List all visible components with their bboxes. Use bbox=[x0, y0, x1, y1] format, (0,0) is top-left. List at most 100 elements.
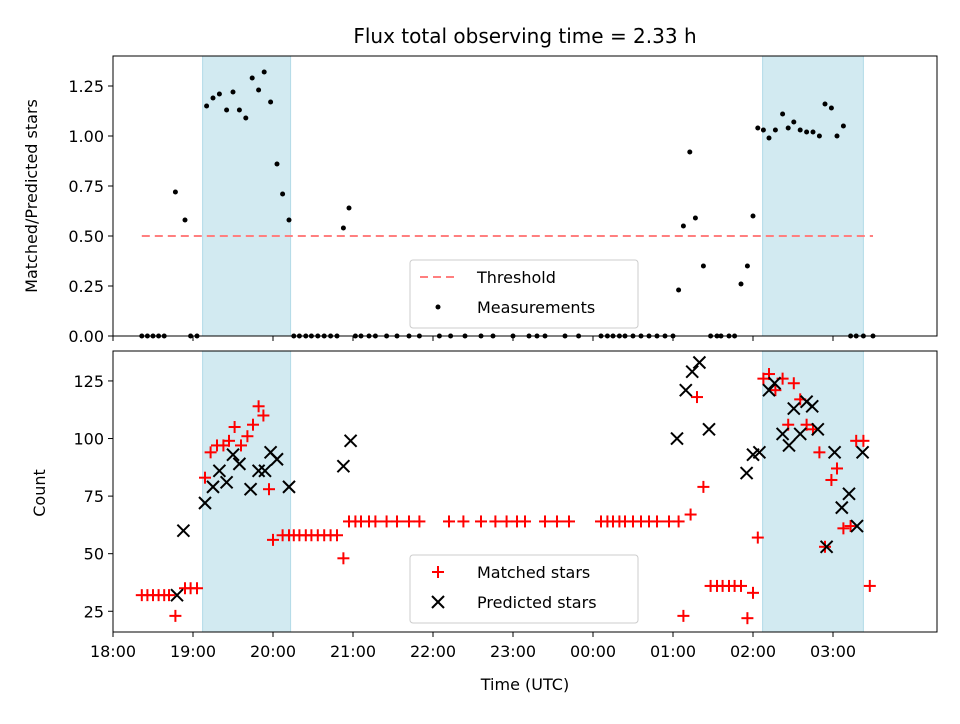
predicted-star-point bbox=[212, 464, 227, 478]
predicted-star-point bbox=[767, 376, 782, 390]
measurement-point bbox=[816, 133, 822, 139]
bottom-y-tick-label: 50 bbox=[84, 545, 104, 564]
measurement-point bbox=[676, 287, 682, 293]
top-y-tick-label: 0.75 bbox=[68, 177, 104, 196]
matched-star-point bbox=[747, 586, 759, 599]
matched-star-point bbox=[475, 515, 487, 528]
matched-star-point bbox=[267, 533, 279, 546]
x-tick-label: 20:00 bbox=[250, 642, 296, 661]
measurement-point bbox=[346, 205, 352, 211]
bottom-y-tick-label: 100 bbox=[73, 430, 104, 449]
predicted-star-point bbox=[258, 464, 272, 478]
measurement-point bbox=[853, 333, 859, 339]
matched-star-point bbox=[539, 515, 551, 528]
bottom-y-tick-label: 25 bbox=[84, 602, 104, 621]
matched-star-point bbox=[369, 515, 382, 528]
measurement-point bbox=[224, 107, 230, 113]
measurement-point bbox=[646, 333, 652, 339]
predicted-star-point bbox=[752, 445, 767, 460]
measurement-point bbox=[286, 217, 292, 223]
measurement-point bbox=[204, 103, 210, 109]
measurement-point bbox=[490, 333, 496, 339]
matched-star-point bbox=[831, 462, 843, 475]
matched-star-point bbox=[837, 522, 850, 535]
matched-star-point bbox=[813, 446, 826, 459]
matched-star-point bbox=[403, 515, 415, 528]
legend-matched-swatch bbox=[432, 566, 444, 578]
measurement-point bbox=[692, 215, 698, 221]
measurement-point bbox=[156, 333, 162, 339]
predicted-star-point bbox=[855, 445, 870, 460]
measurement-point bbox=[810, 129, 816, 135]
measurement-point bbox=[780, 111, 786, 117]
matched-star-point bbox=[331, 529, 343, 542]
bottom-y-tick-label: 125 bbox=[73, 372, 104, 391]
measurement-point bbox=[394, 333, 400, 339]
predicted-star-point bbox=[670, 431, 684, 446]
matched-star-point bbox=[819, 540, 831, 553]
measurement-point bbox=[321, 333, 327, 339]
matched-star-point bbox=[677, 609, 690, 622]
x-tick-label: 22:00 bbox=[410, 642, 456, 661]
measurement-point bbox=[280, 191, 286, 197]
measurement-point bbox=[249, 75, 255, 81]
measurement-point bbox=[448, 333, 454, 339]
legend-measurements-swatch bbox=[435, 304, 441, 310]
measurement-point bbox=[172, 189, 178, 195]
bottom-legend: Matched stars Predicted stars bbox=[409, 554, 639, 624]
measurement-point bbox=[791, 119, 797, 125]
bottom-y-tick-label: 75 bbox=[84, 487, 104, 506]
measurement-point bbox=[406, 333, 412, 339]
predicted-star-point bbox=[842, 487, 856, 501]
measurement-point bbox=[576, 333, 582, 339]
measurement-point bbox=[328, 333, 334, 339]
predicted-star-point bbox=[835, 500, 849, 515]
measurement-point bbox=[700, 263, 706, 269]
matched-star-point bbox=[204, 446, 217, 459]
predicted-star-point bbox=[336, 459, 351, 473]
measurement-point bbox=[616, 333, 622, 339]
shaded-interval-1 bbox=[762, 350, 864, 633]
predicted-star-point bbox=[811, 422, 825, 437]
predicted-star-point bbox=[343, 434, 358, 448]
measurement-point bbox=[182, 217, 188, 223]
top-panel: 0.00 0.25 0.50 0.75 1.00 1.25 Flux total obse… bbox=[22, 24, 938, 346]
measurement-point bbox=[822, 101, 828, 107]
matched-star-point bbox=[751, 531, 764, 544]
measurement-point bbox=[210, 95, 216, 101]
measurement-point bbox=[340, 225, 346, 231]
measurement-point bbox=[510, 333, 516, 339]
measurement-point bbox=[236, 107, 242, 113]
matched-star-point bbox=[241, 430, 254, 443]
measurement-point bbox=[358, 333, 364, 339]
measurement-point bbox=[785, 125, 791, 131]
predicted-star-point bbox=[219, 475, 234, 489]
matched-star-point bbox=[769, 384, 782, 397]
predicted-star-point bbox=[685, 365, 699, 379]
matched-star-point bbox=[787, 377, 800, 390]
measurement-point bbox=[670, 333, 676, 339]
measurement-point bbox=[436, 333, 442, 339]
legend-threshold-label: Threshold bbox=[476, 268, 556, 287]
matched-star-point bbox=[672, 515, 685, 528]
measurement-point bbox=[630, 333, 636, 339]
bottom-y-ticks: 25 50 75 100 125 bbox=[73, 372, 113, 621]
predicted-star-point bbox=[198, 496, 212, 510]
measurement-point bbox=[744, 263, 750, 269]
measurement-point bbox=[828, 105, 834, 111]
predicted-star-point bbox=[243, 482, 258, 496]
predicted-star-point bbox=[692, 355, 707, 370]
top-y-tick-label: 1.25 bbox=[68, 77, 104, 96]
measurement-point bbox=[797, 127, 803, 133]
matched-star-point bbox=[235, 439, 247, 452]
measurement-point bbox=[718, 333, 724, 339]
predicted-star-point bbox=[739, 466, 754, 480]
matched-star-point bbox=[735, 579, 747, 592]
predicted-star-point bbox=[805, 399, 819, 413]
shaded-interval-0 bbox=[202, 55, 292, 337]
measurement-point bbox=[372, 333, 378, 339]
matched-star-point bbox=[857, 434, 870, 447]
measurement-point bbox=[315, 333, 321, 339]
shaded-interval-0 bbox=[202, 350, 292, 633]
matched-star-point bbox=[741, 612, 754, 625]
